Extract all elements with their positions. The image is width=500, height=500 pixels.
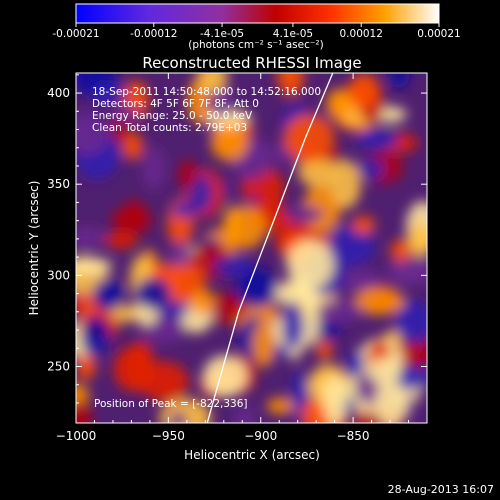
heatmap-blob [388, 73, 410, 89]
heatmap-blob [369, 357, 400, 386]
colorbar-tick-label: -0.00021 [52, 28, 99, 40]
heatmap-blob [213, 256, 254, 276]
heatmap-blob [346, 350, 365, 376]
heatmap-blob [315, 300, 363, 323]
x-tick-label: −900 [244, 429, 277, 443]
heatmap-blob [284, 205, 323, 224]
heatmap-blob [80, 316, 110, 358]
heatmap-blob [277, 73, 305, 97]
heatmap-blob [286, 240, 334, 290]
heatmap-blob [134, 277, 171, 310]
plot-area [76, 73, 427, 423]
solar-limb-curve [206, 73, 334, 423]
heatmap-blob [266, 397, 294, 415]
colorbar-tick-label: 0.00012 [340, 28, 383, 40]
heatmap-blob [76, 257, 113, 275]
heatmap-blob [202, 355, 248, 398]
heatmap-blob [297, 159, 340, 187]
heatmap-blob [394, 299, 427, 345]
heatmap-blob [197, 73, 228, 93]
y-tick-label: 250 [47, 359, 70, 373]
colorbar-tick-label: -0.00012 [130, 28, 177, 40]
y-axis-ticks: 250 300 350 400 [47, 74, 427, 404]
heatmap-blob [110, 207, 153, 234]
heatmap-blob [374, 380, 408, 423]
y-axis-label: Heliocentric Y (arcsec) [27, 181, 41, 316]
heatmap-blob [178, 159, 197, 190]
y-tick-label: 350 [47, 177, 70, 191]
heatmap-blob [339, 269, 383, 291]
peak-position-label: Position of Peak = [-822,336] [94, 398, 248, 410]
heatmap-blob [104, 232, 139, 249]
heatmap-blob [316, 339, 333, 360]
heatmap-blob [351, 215, 376, 235]
annotation-clean-counts: Clean Total counts: 2.79E+03 [92, 122, 247, 134]
heatmap-blob [236, 267, 278, 309]
heatmap-blob [235, 405, 255, 423]
heatmap-blob [126, 340, 155, 393]
plot-frame [75, 72, 428, 424]
heatmap-blob [156, 301, 189, 318]
colorbar-ticks: -0.00021 -0.00012 -4.1e-05 4.1e-05 0.00012 0.… [52, 23, 461, 40]
heatmap-image [76, 73, 427, 423]
x-tick-label: −950 [152, 429, 185, 443]
heatmap-blob [408, 222, 427, 258]
annotation-energy-range: Energy Range: 25.0 - 50.0 keV [92, 110, 253, 122]
footer-timestamp: 28-Aug-2013 16:07 [387, 483, 494, 496]
heatmap-blob [222, 206, 267, 250]
heatmap-blob [210, 124, 249, 162]
heatmap-blob [386, 261, 425, 285]
heatmap-blob [353, 287, 405, 316]
heatmap-blob [76, 226, 105, 248]
heatmap-blob [356, 128, 399, 151]
heatmap-blob [169, 411, 187, 423]
colorbar-tick-label: 4.1e-05 [273, 28, 313, 40]
colorbar-unit-label: (photons cm⁻² s⁻¹ asec⁻²) [188, 39, 323, 51]
heatmap-blob [190, 289, 216, 315]
chart-title: Reconstructed RHESSI Image [142, 54, 361, 72]
heatmap-blob [207, 86, 235, 116]
heatmap-blob [172, 201, 196, 218]
heatmap-blob [90, 83, 125, 104]
heatmap-blob [76, 111, 110, 156]
heatmap-blob [92, 278, 124, 312]
heatmap-blob [143, 146, 165, 190]
heatmap-blob [76, 354, 96, 380]
colorbar-gradient [75, 3, 440, 24]
colorbar-tick-label: -4.1e-05 [200, 28, 244, 40]
x-tick-label: −850 [337, 429, 370, 443]
heatmap-blob [108, 105, 139, 123]
colorbar: -0.00021 -0.00012 -4.1e-05 4.1e-05 0.00012 0.… [52, 3, 461, 51]
x-axis-ticks: −1000 −950 −900 −850 [56, 73, 410, 443]
heatmap-blob [348, 73, 380, 110]
heatmap-blob [357, 158, 385, 180]
colorbar-tick-label: 0.00021 [417, 28, 460, 40]
y-tick-label: 400 [47, 86, 70, 100]
heatmap-blob [76, 401, 92, 423]
y-tick-label: 300 [47, 268, 70, 282]
heatmap-blob [252, 322, 275, 368]
x-axis-label: Heliocentric X (arcsec) [184, 448, 320, 462]
annotation-block: 18-Sep-2011 14:50:48.000 to 14:52:16.000… [92, 86, 321, 134]
heatmap-blob [283, 114, 335, 163]
heatmap-blob [282, 301, 304, 350]
heatmap-blob [122, 132, 143, 161]
heatmap-blob [325, 88, 353, 120]
annotation-time-range: 18-Sep-2011 14:50:48.000 to 14:52:16.000 [92, 86, 321, 98]
heatmap-blob [323, 375, 348, 423]
heatmap-blob [390, 239, 412, 263]
annotation-detectors: Detectors: 4F 5F 6F 7F 8F, Att 0 [92, 98, 259, 110]
x-tick-label: −1000 [56, 429, 97, 443]
